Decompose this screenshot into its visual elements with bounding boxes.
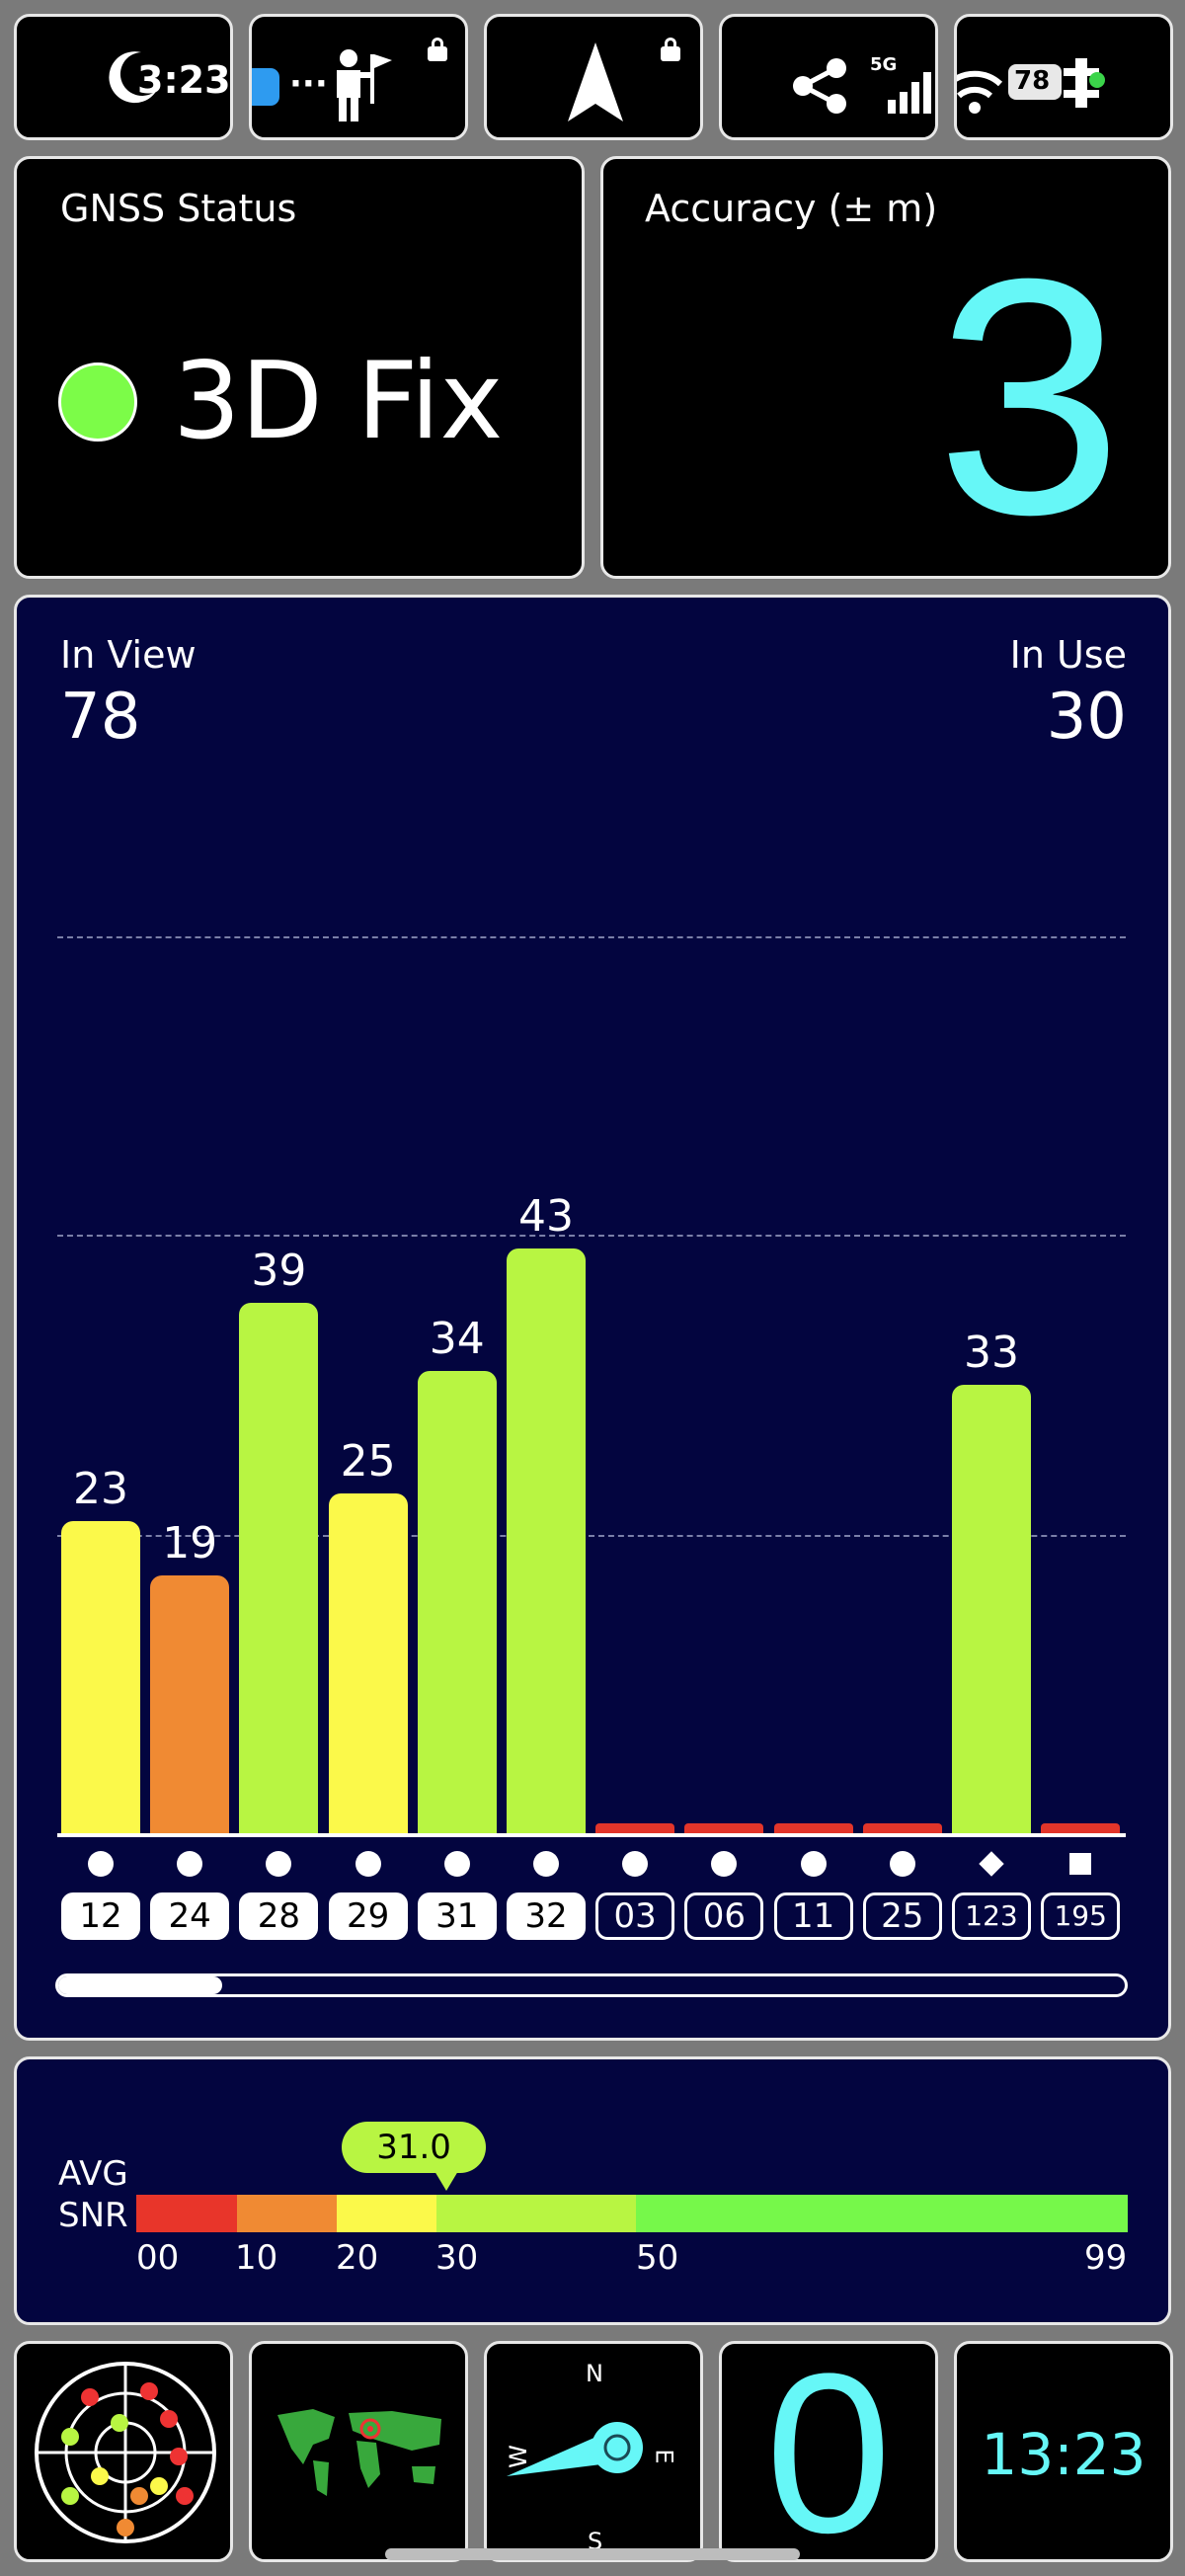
in-use-label: In Use (1009, 633, 1127, 677)
status-tile-time[interactable]: 3:23 (14, 14, 233, 140)
battery-icon (1008, 64, 1062, 100)
compass-north: N (586, 2360, 603, 2387)
clock-tile[interactable]: 13:23 (954, 2341, 1173, 2562)
accuracy-value: 3 (935, 209, 1123, 579)
gnss-status-title: GNSS Status (60, 187, 297, 230)
in-view-count: 78 (60, 681, 141, 754)
fix-indicator-dot (58, 362, 137, 442)
network-type: 5G (870, 54, 898, 75)
chart-scrollbar-thumb[interactable] (58, 1976, 222, 1994)
world-map-tile[interactable] (249, 2341, 468, 2562)
in-view-label: In View (60, 633, 197, 677)
in-use-count: 30 (1046, 681, 1127, 754)
wifi-icon (957, 70, 1003, 114)
compass-needle-icon (507, 2422, 643, 2476)
share-icon (793, 58, 846, 114)
lock-icon (661, 38, 680, 61)
status-tile-navigation[interactable] (484, 14, 703, 140)
gps-active-indicator (1089, 72, 1105, 88)
accuracy-card[interactable]: Accuracy (± m) 3 (600, 156, 1171, 579)
fix-status: 3D Fix (173, 340, 504, 463)
status-tile-battery[interactable]: 78 (954, 14, 1173, 140)
status-time: 3:23 (137, 58, 231, 102)
cell-signal-icon (888, 72, 931, 114)
home-indicator[interactable] (385, 2548, 800, 2560)
lock-icon (428, 38, 447, 61)
sky-plot-icon (35, 2362, 216, 2543)
navigation-arrow-icon (568, 42, 623, 121)
avg-snr-label-line2: SNR (58, 2196, 128, 2235)
satellite-icon (1064, 58, 1099, 108)
gnss-status-card[interactable]: GNSS Status 3D Fix (14, 156, 585, 579)
accuracy-title: Accuracy (± m) (645, 187, 938, 230)
speed-tile[interactable]: 0 (719, 2341, 938, 2562)
avg-snr-label-line1: AVG (58, 2154, 128, 2194)
chart-scrollbar[interactable] (55, 1973, 1128, 1997)
clock-time: 13:23 (981, 2421, 1146, 2488)
world-map-icon (277, 2409, 441, 2496)
cloud-app-icon (252, 68, 279, 106)
battery-level: 78 (1014, 66, 1051, 96)
avg-snr-card[interactable]: AVG SNR (14, 2056, 1171, 2325)
speed-value: 0 (765, 2341, 892, 2562)
moon-icon (109, 51, 157, 104)
sky-plot-tile[interactable] (14, 2341, 233, 2562)
status-tile-notifications[interactable]: ··· (249, 14, 468, 140)
compass-tile[interactable]: N E S W (484, 2341, 703, 2562)
more-notifications-dots: ··· (289, 64, 328, 104)
person-flag-icon (337, 49, 392, 121)
satellite-signal-chart[interactable]: In View 78 In Use 30 (14, 595, 1171, 2041)
status-tile-signal[interactable]: 5G (719, 14, 938, 140)
